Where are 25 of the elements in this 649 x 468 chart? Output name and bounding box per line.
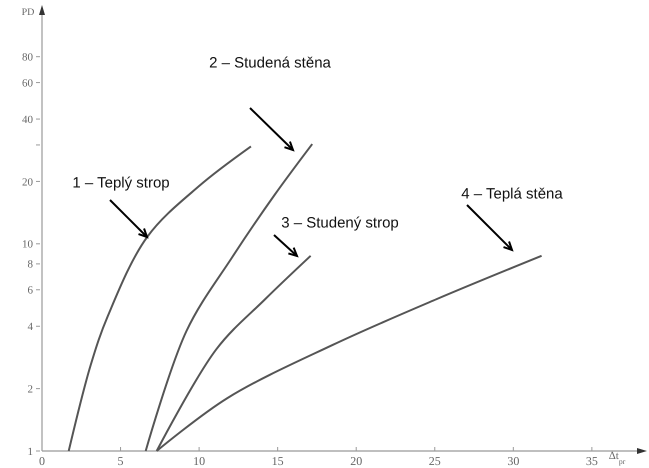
x-tick-label: 30 [507,454,520,468]
y-tick-label: 2 [28,383,33,396]
x-tick-label: 5 [118,454,124,468]
y-tick-label: 10 [22,238,34,251]
annotation: 3 – Studený strop [281,214,399,232]
annotation: 4 – Teplá stěna [461,185,564,202]
y-tick-label: 20 [22,176,34,188]
y-tick-label: 1 [28,446,33,458]
x-tick-label: 10 [193,454,206,468]
y-tick-label: 4 [28,321,34,334]
x-tick-label: 25 [428,454,441,468]
y-tick-label: 6 [28,284,34,297]
y-tick-label: 80 [22,52,34,64]
y-axis-title: PD [22,7,34,18]
x-axis-title: Δt$_{pr}$ [608,450,626,466]
line-series [68,145,252,452]
x-tick-label: 20 [350,454,362,468]
x-tick-label: 35 [586,454,598,468]
y-tick-label: 8 [28,258,34,271]
x-tick-label: 0 [39,454,45,468]
x-tick-label: 15 [272,454,284,468]
annotation: 2 – Studená stěna [209,54,332,72]
y-tick-label: 60 [22,77,34,90]
y-tick-label: 40 [22,114,34,126]
annotation: 1 – Teplý strop [72,174,170,192]
